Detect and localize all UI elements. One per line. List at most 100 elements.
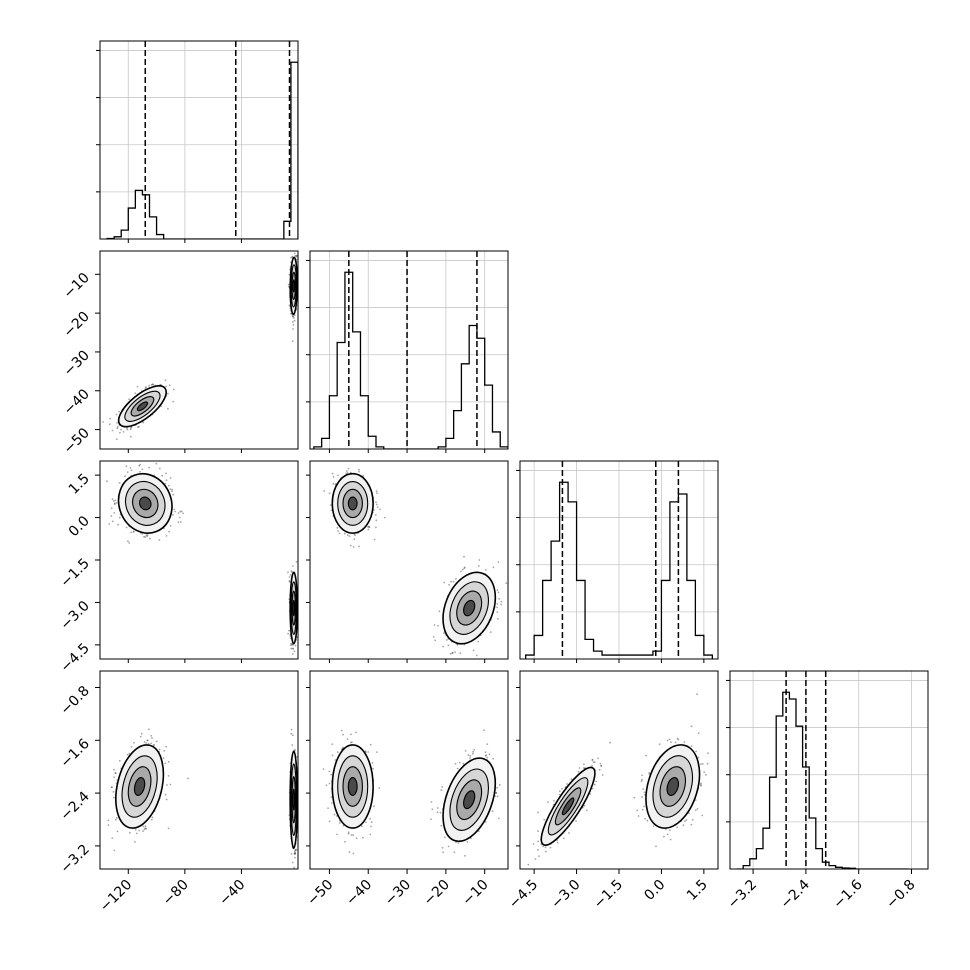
sample-point	[294, 852, 296, 854]
sample-point	[370, 821, 373, 824]
sample-point	[290, 644, 292, 646]
sample-point	[134, 841, 136, 843]
sample-point	[179, 521, 182, 523]
sample-point	[373, 538, 376, 541]
sample-point	[165, 798, 168, 801]
sample-point	[438, 610, 441, 613]
sample-point	[110, 507, 113, 510]
sample-point	[177, 512, 180, 514]
sample-point	[138, 465, 141, 467]
sample-point	[293, 852, 296, 855]
sample-point	[106, 480, 108, 483]
sample-point	[484, 751, 487, 754]
sample-point	[351, 741, 353, 743]
density-layer	[106, 462, 298, 659]
sample-point	[116, 426, 119, 428]
sample-point	[475, 654, 478, 657]
sample-point	[144, 827, 147, 829]
sample-point	[330, 773, 333, 776]
sample-point	[133, 741, 135, 744]
sample-point	[327, 807, 329, 809]
sample-point	[463, 567, 466, 570]
sample-point	[167, 484, 170, 487]
sample-point	[169, 488, 172, 491]
sample-point	[109, 417, 112, 420]
sample-point	[111, 498, 114, 501]
sample-point	[464, 750, 467, 752]
sample-point	[159, 383, 162, 386]
sample-point	[108, 523, 111, 525]
sample-point	[180, 510, 183, 513]
sample-point	[329, 504, 332, 506]
sample-point	[375, 526, 377, 529]
sample-point	[461, 568, 464, 571]
sample-point	[288, 576, 291, 578]
sample-point	[128, 542, 131, 544]
sample-point	[130, 746, 133, 748]
sample-point	[355, 837, 358, 840]
sample-point	[353, 538, 356, 541]
sample-point	[344, 840, 346, 843]
sample-point	[155, 740, 158, 743]
sample-point	[152, 744, 155, 747]
sample-point	[293, 850, 296, 853]
sample-point	[179, 510, 182, 513]
sample-point	[163, 750, 166, 752]
sample-point	[120, 428, 122, 431]
sample-point	[488, 753, 491, 756]
sample-point	[111, 786, 113, 789]
sample-point	[165, 472, 167, 475]
sample-point	[165, 535, 168, 537]
sample-point	[165, 385, 167, 388]
sample-point	[375, 519, 378, 522]
sample-point	[114, 771, 117, 774]
sample-point	[164, 762, 167, 765]
sample-point	[477, 830, 480, 833]
panel-frame	[309, 250, 509, 450]
sample-point	[291, 734, 294, 737]
sample-point	[347, 467, 350, 470]
sample-point	[331, 743, 334, 745]
sample-point	[126, 428, 129, 431]
sample-point	[162, 757, 165, 759]
sample-point	[451, 652, 454, 655]
sample-point	[347, 831, 350, 834]
sample-point	[457, 842, 460, 844]
sample-point	[291, 315, 294, 318]
sample-point	[138, 425, 140, 428]
sample-point	[287, 632, 289, 635]
sample-point	[477, 565, 480, 567]
sample-point	[125, 465, 128, 468]
sample-point	[151, 737, 153, 739]
scatter-panel-1	[99, 460, 299, 660]
sample-point	[148, 466, 151, 469]
sample-point	[448, 583, 450, 586]
sample-point	[132, 530, 135, 533]
sample-point	[328, 782, 331, 785]
sample-point	[151, 816, 154, 819]
sample-point	[292, 565, 294, 567]
sample-point	[331, 754, 334, 757]
sample-point	[152, 383, 155, 386]
sample-point	[168, 530, 171, 533]
sample-point	[294, 849, 297, 852]
sample-point	[452, 580, 455, 583]
sample-point	[358, 468, 360, 471]
contour-level-3	[136, 401, 149, 412]
sample-point	[467, 754, 470, 756]
sample-point	[129, 428, 132, 431]
sample-point	[441, 846, 444, 849]
sample-point	[496, 611, 499, 613]
sample-point	[139, 735, 142, 738]
sample-point	[125, 526, 128, 529]
sample-point	[129, 427, 132, 429]
histogram-step-2	[525, 481, 713, 659]
sample-point	[466, 841, 469, 843]
sample-point	[350, 733, 352, 736]
sample-point	[349, 544, 352, 547]
panel-frame	[729, 670, 929, 870]
sample-point	[290, 732, 293, 735]
sample-point	[118, 410, 120, 413]
sample-point	[375, 751, 378, 753]
sample-point	[294, 644, 297, 647]
